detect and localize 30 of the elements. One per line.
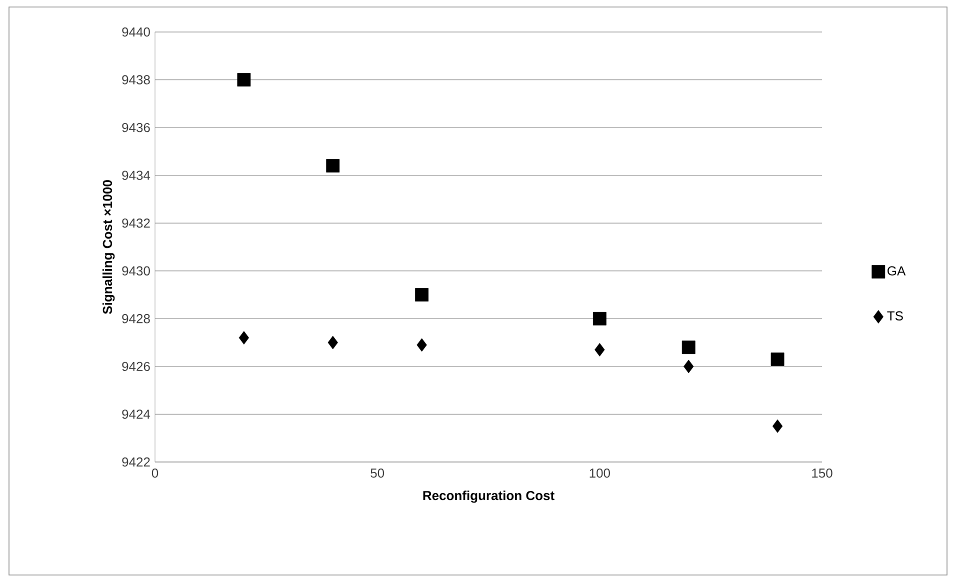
y-tick-label: 9438 <box>122 75 150 84</box>
y-tick-label: 9440 <box>122 27 150 37</box>
x-tick-label: 0 <box>152 468 158 478</box>
legend-label: TS <box>887 311 903 320</box>
point <box>592 312 606 326</box>
point <box>238 331 250 344</box>
point <box>416 338 427 352</box>
x-tick-label: 100 <box>590 468 610 478</box>
y-tick-label: 9426 <box>122 362 150 372</box>
point <box>326 159 340 172</box>
y-axis-title: Signalling Cost ×1000 <box>102 180 115 314</box>
y-tick-label: 9424 <box>122 410 150 419</box>
x-tick-label: 150 <box>812 468 832 478</box>
y-tick-label: 9436 <box>122 122 150 132</box>
legend-label: GA <box>888 266 906 276</box>
point <box>237 73 251 86</box>
point <box>682 340 696 354</box>
point <box>770 352 784 366</box>
y-tick-label: 9422 <box>122 457 150 467</box>
x-tick-label: 50 <box>370 468 384 478</box>
point <box>328 336 338 350</box>
point <box>772 419 783 433</box>
y-tick-label: 9432 <box>122 218 150 228</box>
x-axis-title: Reconfiguration Cost <box>423 490 554 503</box>
point <box>594 343 605 356</box>
y-tick-label: 9430 <box>122 266 150 276</box>
y-tick-label: 9428 <box>122 314 150 324</box>
y-tick-label: 9434 <box>122 170 150 180</box>
point <box>684 360 694 374</box>
point <box>415 288 429 302</box>
